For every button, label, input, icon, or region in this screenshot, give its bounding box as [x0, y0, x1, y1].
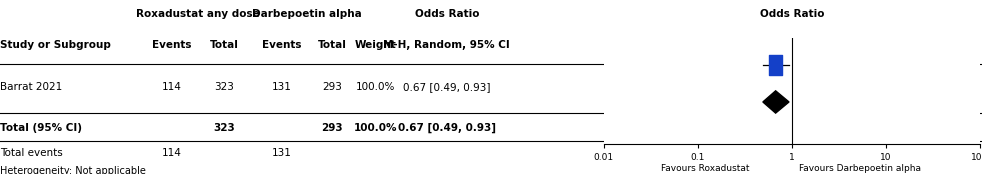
- Text: 114: 114: [162, 82, 182, 92]
- Text: Events: Events: [262, 40, 301, 50]
- Text: Weight: Weight: [355, 40, 396, 50]
- Text: Darbepoetin alpha: Darbepoetin alpha: [252, 9, 361, 19]
- Text: 131: 131: [272, 82, 292, 92]
- Text: 323: 323: [213, 123, 235, 133]
- Text: 100.0%: 100.0%: [354, 123, 397, 133]
- Text: 293: 293: [321, 123, 343, 133]
- Text: Barrat 2021: Barrat 2021: [0, 82, 62, 92]
- Text: Total: Total: [317, 40, 347, 50]
- Text: Events: Events: [152, 40, 191, 50]
- Text: M-H, Random, 95% CI: M-H, Random, 95% CI: [383, 40, 511, 50]
- Text: Favours Darbepoetin alpha: Favours Darbepoetin alpha: [798, 164, 921, 173]
- Text: 100.0%: 100.0%: [355, 82, 395, 92]
- Polygon shape: [763, 91, 789, 113]
- Text: Odds Ratio: Odds Ratio: [414, 9, 479, 19]
- Text: 293: 293: [322, 82, 342, 92]
- Text: 0.67 [0.49, 0.93]: 0.67 [0.49, 0.93]: [398, 123, 496, 133]
- Text: Favours Roxadustat: Favours Roxadustat: [661, 164, 749, 173]
- Text: Odds Ratio: Odds Ratio: [760, 9, 824, 19]
- Text: M-H, Random, 95% CI: M-H, Random, 95% CI: [729, 40, 855, 50]
- Text: 114: 114: [162, 148, 182, 158]
- Text: 0.67 [0.49, 0.93]: 0.67 [0.49, 0.93]: [403, 82, 491, 92]
- Text: Roxadustat any dose: Roxadustat any dose: [136, 9, 260, 19]
- Text: Heterogeneity: Not applicable: Heterogeneity: Not applicable: [0, 165, 146, 174]
- Text: 323: 323: [214, 82, 234, 92]
- Text: Total (95% CI): Total (95% CI): [0, 123, 82, 133]
- Text: 131: 131: [272, 148, 292, 158]
- Text: Study or Subgroup: Study or Subgroup: [0, 40, 111, 50]
- Text: Total events: Total events: [0, 148, 63, 158]
- Text: Total: Total: [209, 40, 239, 50]
